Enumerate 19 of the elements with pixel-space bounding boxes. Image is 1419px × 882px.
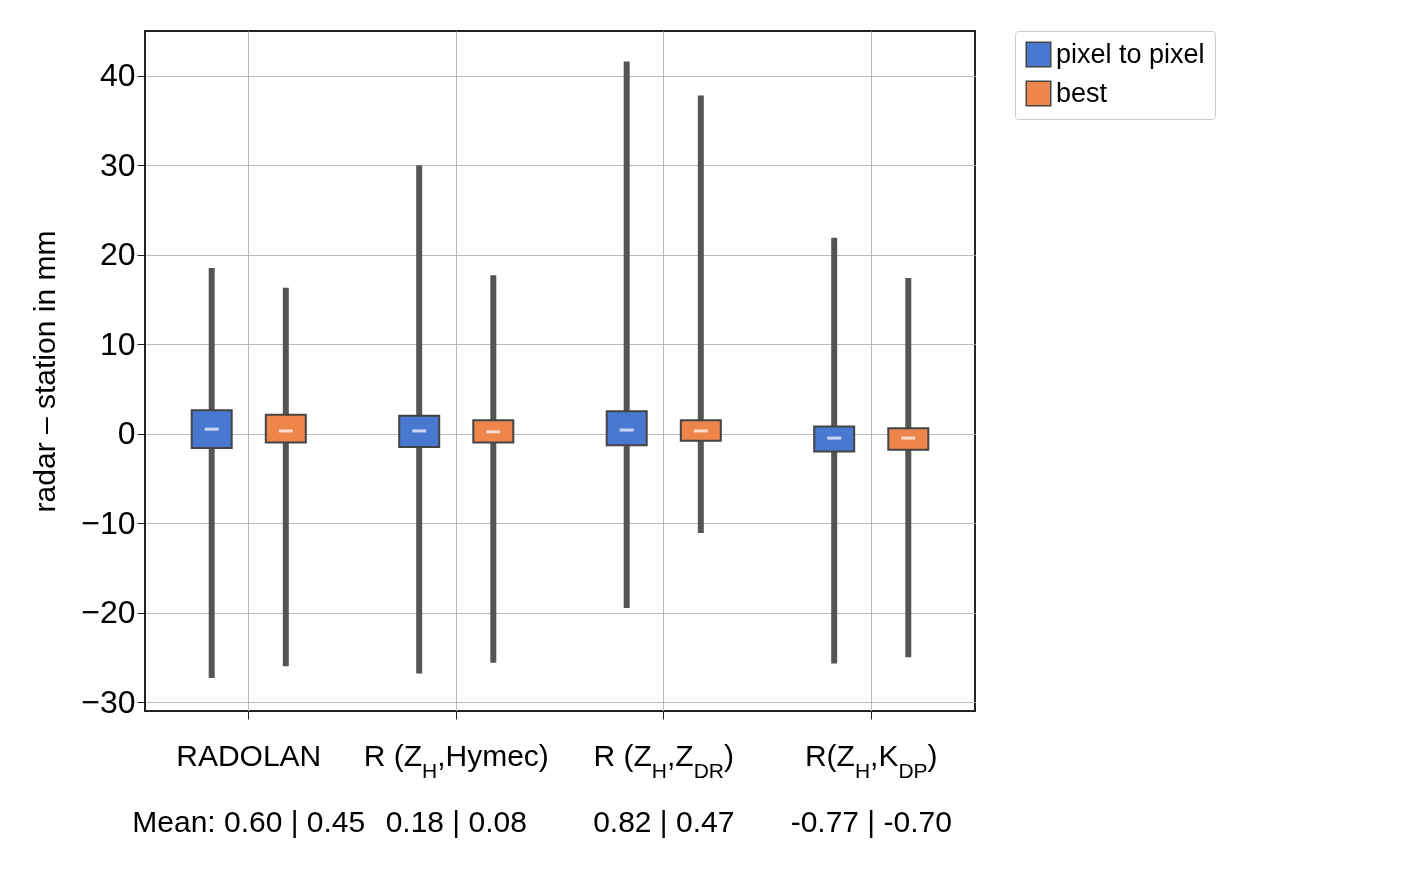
- y-tick-label: 0: [117, 415, 136, 452]
- text: 0.82 | 0.47: [593, 805, 735, 838]
- text: -0.77 | -0.70: [790, 805, 952, 838]
- y-axis-title: radar – station in mm: [28, 230, 62, 513]
- x-tick-label: R(Z$_{H}$,K$_{DP}$): [804, 738, 938, 781]
- y-tick-label: 40: [99, 57, 136, 94]
- x-tick-label: R (Z$_{H}$,Z$_{DR}$): [593, 738, 735, 781]
- legend-label: pixel to pixel: [1056, 38, 1205, 69]
- x-tick-label: RADOLAN: [176, 738, 322, 772]
- x-tick-label: R (Z$_{H}$,Hymec): [363, 738, 549, 781]
- legend-label: best: [1056, 77, 1108, 108]
- y-tick-label: 30: [99, 146, 136, 183]
- y-tick-label: −20: [81, 594, 136, 631]
- y-tick-label: −30: [81, 683, 136, 720]
- y-tick-label: 20: [99, 236, 136, 273]
- y-tick-label: 10: [99, 325, 136, 362]
- text: Mean: 0.60 | 0.45: [132, 805, 366, 838]
- text: 0.18 | 0.08: [385, 805, 527, 838]
- y-tick-label: −10: [81, 504, 136, 541]
